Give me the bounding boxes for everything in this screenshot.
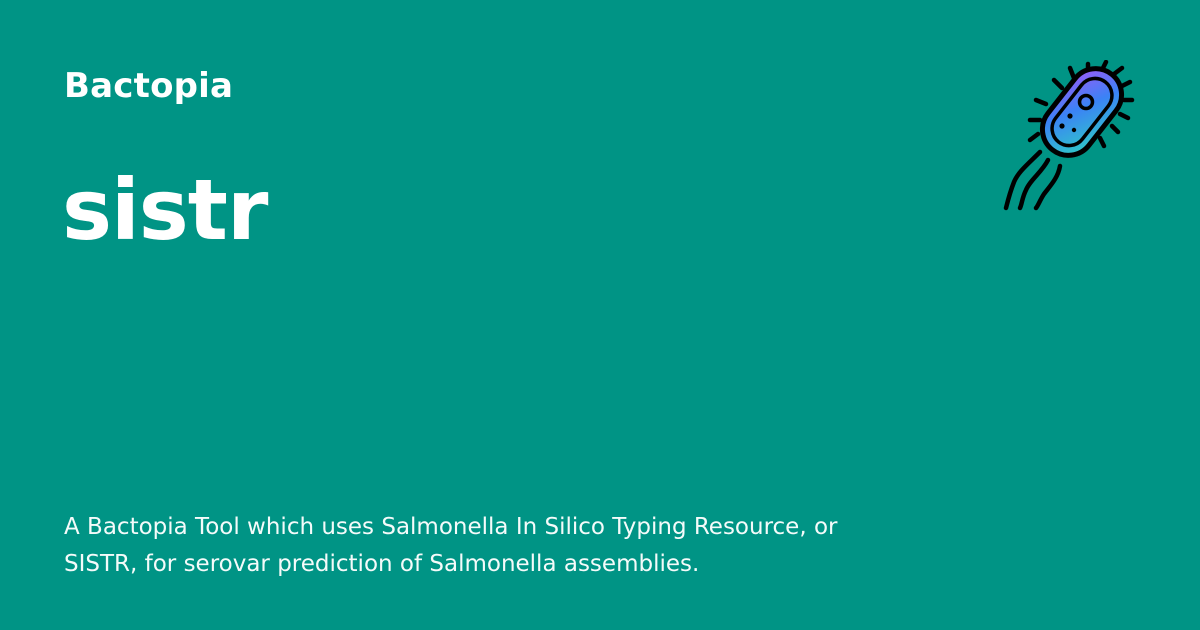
site-name: Bactopia xyxy=(64,66,234,106)
page-description: A Bactopia Tool which uses Salmonella In… xyxy=(64,514,838,577)
page-title: sistr xyxy=(62,161,268,259)
bacterium-icon xyxy=(1003,60,1135,211)
